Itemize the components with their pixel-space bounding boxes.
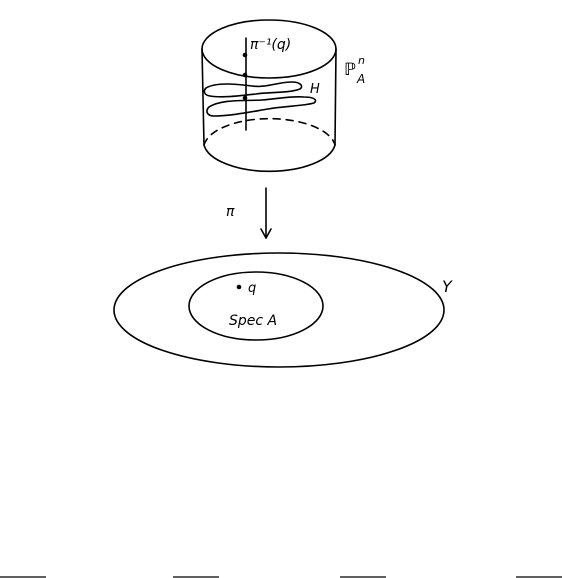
fiber-point-1 xyxy=(242,52,248,58)
point-q-label: q xyxy=(248,281,256,296)
arrow-head xyxy=(260,228,272,239)
cylinder-right-side xyxy=(334,48,337,146)
hypersurface-h xyxy=(203,81,317,117)
map-label: π xyxy=(226,204,235,220)
point-q-dot xyxy=(236,284,242,290)
hypersurface-upper-strip xyxy=(203,81,303,98)
projective-space-cylinder xyxy=(201,19,337,173)
hypersurface-label: H xyxy=(310,82,320,97)
preimage-label: π⁻¹(q) xyxy=(250,37,291,53)
base-space-y-ellipse xyxy=(113,252,445,368)
projective-space-label: ℙ n A xyxy=(344,54,365,86)
base-space-y-label: Y xyxy=(442,277,453,296)
fiber-point-3 xyxy=(242,95,248,101)
projective-space-subscript: A xyxy=(356,72,365,86)
spec-a-label: Spec A xyxy=(229,313,277,329)
projection-arrow xyxy=(260,187,272,239)
hypersurface-lower-strip xyxy=(206,96,317,117)
projective-space-symbol: ℙ xyxy=(344,60,356,80)
cylinder-left-side xyxy=(201,48,205,146)
spec-a-ellipse xyxy=(188,271,324,341)
cylinder-bottom-back-arc xyxy=(203,117,336,146)
cylinder-bottom-front-arc xyxy=(203,144,336,173)
projective-space-superscript: n xyxy=(358,54,365,67)
fiber-point-2 xyxy=(242,72,248,78)
fiber-preimage xyxy=(242,37,248,131)
